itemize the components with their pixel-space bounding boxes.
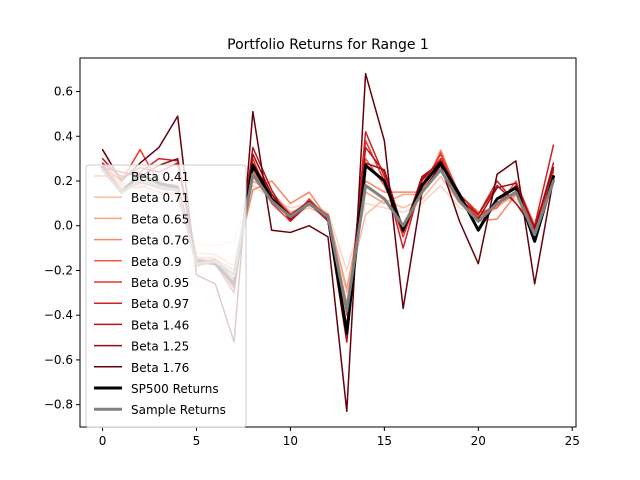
legend-label: Sample Returns xyxy=(131,403,226,417)
x-tick-label: 20 xyxy=(471,434,486,448)
legend-label: Beta 1.46 xyxy=(131,318,189,332)
legend-label: Beta 0.41 xyxy=(131,170,189,184)
x-tick-label: 25 xyxy=(565,434,580,448)
legend-label: SP500 Returns xyxy=(131,382,219,396)
y-tick-label: 0.4 xyxy=(54,129,73,143)
x-axis: 0 5 10 15 20 25 xyxy=(99,427,580,448)
y-tick-label: 0.0 xyxy=(54,219,73,233)
legend-label: Beta 0.71 xyxy=(131,191,189,205)
legend-label: Beta 0.76 xyxy=(131,234,189,248)
x-tick-label: 10 xyxy=(283,434,298,448)
legend-label: Beta 1.76 xyxy=(131,361,189,375)
legend-label: Beta 1.25 xyxy=(131,340,189,354)
axes-frame xyxy=(79,57,577,428)
legend-label: Beta 0.97 xyxy=(131,297,189,311)
y-tick-label: 0.6 xyxy=(54,85,73,99)
y-tick-label: −0.6 xyxy=(44,353,73,367)
x-tick-label: 0 xyxy=(99,434,107,448)
series-line-9 xyxy=(101,72,555,413)
legend-label: Beta 0.65 xyxy=(131,212,189,226)
y-tick-label: −0.4 xyxy=(44,308,73,322)
y-tick-label: −0.8 xyxy=(44,398,73,412)
y-tick-label: −0.2 xyxy=(44,263,73,277)
y-tick-label: 0.2 xyxy=(54,174,73,188)
y-axis: −0.8 −0.6 −0.4 −0.2 0.0 0.2 0.4 0.6 xyxy=(44,85,80,412)
chart-title: Portfolio Returns for Range 1 xyxy=(227,37,429,53)
x-tick-label: 5 xyxy=(193,434,201,448)
x-tick-label: 15 xyxy=(377,434,392,448)
legend-box xyxy=(85,164,247,428)
legend-label: Beta 0.95 xyxy=(131,276,189,290)
legend-label: Beta 0.9 xyxy=(131,255,182,269)
legend: Beta 0.41 Beta 0.71 Beta 0.65 Beta 0.76 Beta… xyxy=(85,164,247,428)
